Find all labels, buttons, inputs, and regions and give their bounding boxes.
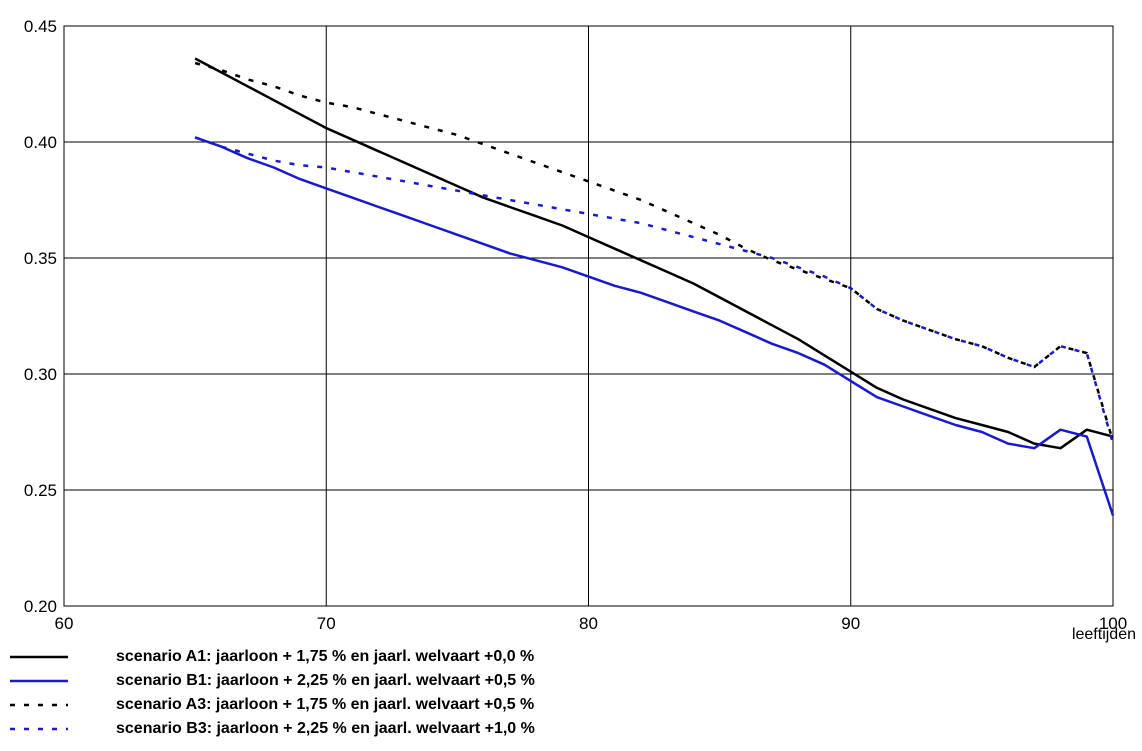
y-tick-label: 0.35 bbox=[24, 249, 57, 268]
legend-swatch bbox=[10, 655, 68, 659]
y-tick-label: 0.25 bbox=[24, 481, 57, 500]
legend-swatch bbox=[10, 727, 68, 731]
y-tick-label: 0.45 bbox=[24, 17, 57, 36]
legend-item: scenario B1: jaarloon + 2,25 % en jaarl.… bbox=[0, 670, 1142, 692]
x-tick-label: 90 bbox=[841, 614, 860, 633]
y-tick-label: 0.40 bbox=[24, 133, 57, 152]
legend-label: scenario B1: jaarloon + 2,25 % en jaarl.… bbox=[116, 672, 535, 689]
x-axis-label: leeftijden bbox=[1072, 626, 1136, 643]
x-tick-label: 70 bbox=[317, 614, 336, 633]
legend-label: scenario A1: jaarloon + 1,75 % en jaarl.… bbox=[116, 648, 535, 665]
x-tick-label: 100 bbox=[1099, 614, 1127, 633]
series-line bbox=[194, 57, 1114, 450]
series-group bbox=[194, 57, 1115, 516]
legend-swatch bbox=[10, 679, 68, 683]
y-tick-label: 0.20 bbox=[24, 597, 57, 616]
series-line bbox=[194, 61, 1115, 442]
series-line bbox=[194, 136, 1115, 516]
legend-item: scenario A1: jaarloon + 1,75 % en jaarl.… bbox=[0, 646, 1142, 668]
legend-label: scenario B3: jaarloon + 2,25 % en jaarl.… bbox=[116, 720, 535, 737]
series-line bbox=[194, 136, 1115, 444]
legend-label: scenario A3: jaarloon + 1,75 % en jaarl.… bbox=[116, 696, 535, 713]
x-tick-label: 60 bbox=[55, 614, 74, 633]
plot-area-border bbox=[63, 25, 1114, 607]
x-axis-ticks: 60 70 80 90 100 bbox=[55, 614, 1128, 633]
legend-item: scenario B3: jaarloon + 2,25 % en jaarl.… bbox=[0, 718, 1142, 740]
grid bbox=[63, 25, 1114, 607]
x-tick-label: 80 bbox=[579, 614, 598, 633]
legend-item: scenario A3: jaarloon + 1,75 % en jaarl.… bbox=[0, 694, 1142, 716]
y-tick-label: 0.30 bbox=[24, 365, 57, 384]
y-axis-ticks: 0.20 0.25 0.30 0.35 0.40 0.45 bbox=[24, 17, 57, 616]
line-chart: 0.20 0.25 0.30 0.35 0.40 0.45 60 70 80 90 100 lee… bbox=[24, 17, 1136, 643]
legend-swatch bbox=[10, 703, 68, 707]
